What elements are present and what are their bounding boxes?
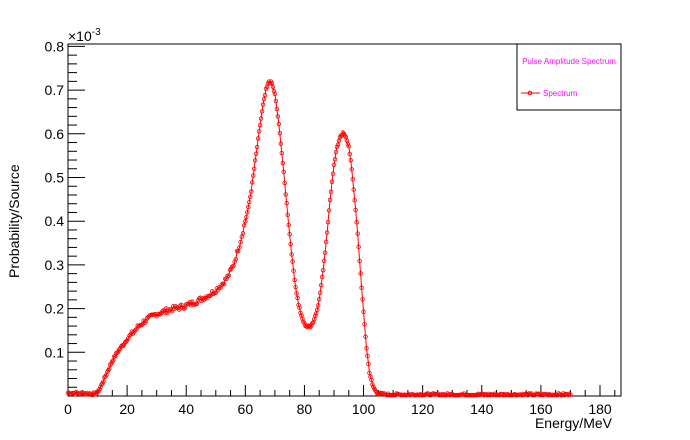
y-axis-title: Probability/Source xyxy=(6,164,22,278)
y-axis-tick-labels: 0.1 0.2 0.3 0.4 0.5 0.6 0.7 0.8 xyxy=(45,38,65,360)
y-axis-ticks xyxy=(68,45,85,397)
x-tick-label: 180 xyxy=(588,401,612,417)
y-tick-label: 0.7 xyxy=(45,82,65,98)
plot-frame xyxy=(67,43,622,397)
x-axis-tick-labels: 0 20 40 60 80 100 120 140 160 180 xyxy=(64,401,612,417)
y-tick-label: 0.8 xyxy=(45,38,65,54)
y-axis-exponent: ×10-3 xyxy=(68,27,101,44)
x-tick-label: 20 xyxy=(119,401,135,417)
x-axis-title: Energy/MeV xyxy=(535,415,613,431)
spectrum-series xyxy=(65,79,573,398)
y-tick-label: 0.2 xyxy=(45,301,65,317)
x-tick-label: 80 xyxy=(297,401,313,417)
legend-entry-spectrum: Spectrum xyxy=(543,89,578,98)
x-tick-label: 120 xyxy=(411,401,435,417)
x-tick-label: 0 xyxy=(64,401,72,417)
x-tick-label: 140 xyxy=(470,401,494,417)
x-tick-label: 100 xyxy=(352,401,376,417)
y-tick-label: 0.5 xyxy=(45,170,65,186)
x-tick-label: 40 xyxy=(178,401,194,417)
legend-box xyxy=(516,43,622,111)
y-tick-label: 0.3 xyxy=(45,257,65,273)
legend-title: Pulse Amplitude Spectrum xyxy=(522,57,616,66)
x-tick-label: 60 xyxy=(238,401,254,417)
legend-marker-icon xyxy=(527,90,533,96)
y-tick-label: 0.4 xyxy=(45,213,65,229)
x-tick-label: 160 xyxy=(529,401,553,417)
spectrum-line xyxy=(67,80,571,396)
legend: Pulse Amplitude Spectrum Spectrum xyxy=(516,43,622,111)
y-tick-label: 0.1 xyxy=(45,344,65,360)
y-tick-label: 0.6 xyxy=(45,126,65,142)
